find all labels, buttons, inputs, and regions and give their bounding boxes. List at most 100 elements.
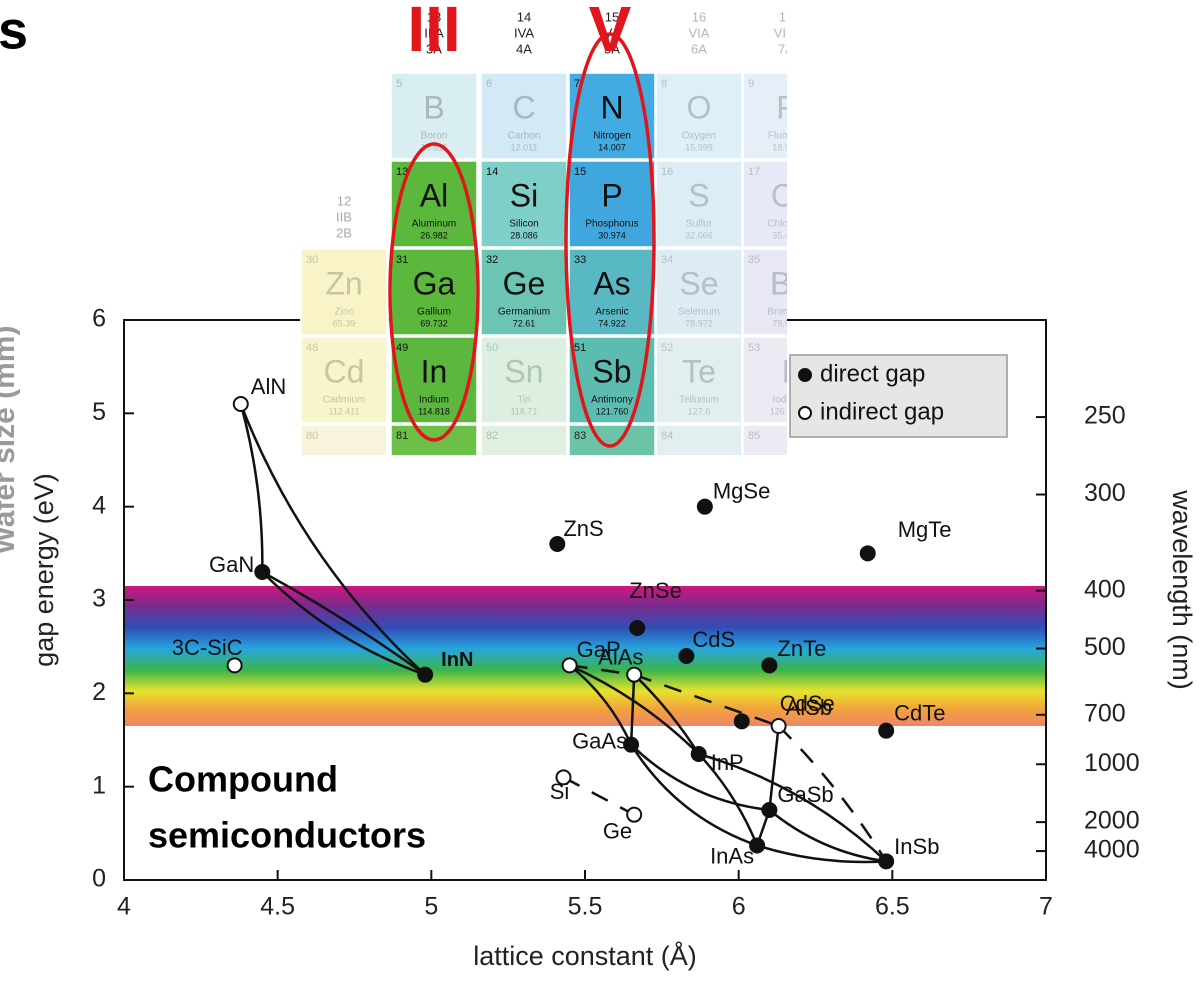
atomic-number: 15 xyxy=(574,166,586,178)
element-name: Boron xyxy=(421,131,448,142)
point-label: Ge xyxy=(603,818,632,843)
element-name: Tin xyxy=(517,395,531,406)
alloy-curve xyxy=(568,664,633,746)
atomic-mass: 127.6 xyxy=(688,406,711,416)
element-cell xyxy=(480,72,568,160)
atomic-mass: 72.61 xyxy=(513,318,536,328)
element-name: Iodine xyxy=(772,395,800,406)
element-symbol: Sb xyxy=(592,353,631,389)
visible-band xyxy=(124,586,1046,726)
alloy-curve xyxy=(698,752,888,863)
point-label: InN xyxy=(441,649,473,671)
point-label: CdTe xyxy=(894,700,945,725)
atomic-mass: 32.066 xyxy=(685,230,713,240)
group-header: 5A xyxy=(604,41,620,56)
element-name: Sulfur xyxy=(686,219,713,230)
element-cell xyxy=(742,160,787,248)
element-cell xyxy=(742,424,787,455)
point-label: GaP xyxy=(577,637,621,662)
atomic-mass: 12.011 xyxy=(511,142,538,152)
atomic-number: 35 xyxy=(748,254,760,266)
group-header: IVA xyxy=(514,25,534,40)
element-symbol: Se xyxy=(679,265,718,301)
element-cell xyxy=(655,336,743,424)
atomic-number: 6 xyxy=(486,78,492,90)
atomic-mass: 15.999 xyxy=(685,142,713,152)
direct-gap-point xyxy=(878,722,895,739)
y2-tick-label: 400 xyxy=(1084,575,1126,603)
legend-marker xyxy=(798,368,812,382)
x-tick-label: 4 xyxy=(117,893,131,921)
element-symbol: N xyxy=(600,89,623,125)
point-label: InAs xyxy=(710,843,754,868)
x-tick-label: 6.5 xyxy=(875,893,910,921)
element-cell xyxy=(480,336,568,424)
direct-gap-point xyxy=(761,657,778,674)
y-tick-label: 3 xyxy=(92,585,106,613)
point-label: ZnS xyxy=(563,516,603,541)
element-cell xyxy=(742,248,787,336)
atomic-number: 34 xyxy=(661,254,673,266)
element-name: Zinc xyxy=(335,307,354,318)
alloy-curve xyxy=(261,571,426,676)
alloy-curve xyxy=(768,725,780,811)
y-axis-label: gap energy (eV) xyxy=(29,473,59,667)
atomic-mass: 10.811 xyxy=(421,142,448,152)
element-name: Silicon xyxy=(509,219,538,230)
annotation: Compound xyxy=(148,759,338,800)
point-label: InSb xyxy=(894,834,939,859)
direct-gap-point xyxy=(549,536,566,552)
atomic-mass: 118.71 xyxy=(511,406,538,416)
atomic-mass: 79.904 xyxy=(772,318,800,328)
point-label: ZnSe xyxy=(629,578,682,603)
atomic-number: 31 xyxy=(396,254,408,266)
element-name: Phosphorus xyxy=(585,219,638,230)
atomic-mass: 112.411 xyxy=(328,406,359,416)
atomic-number: 5 xyxy=(396,78,402,90)
atomic-mass: 14.007 xyxy=(598,142,626,152)
side-label: Wafer size (mm) xyxy=(0,326,21,555)
point-label: MgTe xyxy=(898,517,952,542)
element-name: Selenium xyxy=(678,307,720,318)
direct-gap-point xyxy=(254,564,271,580)
y2-tick-label: 2000 xyxy=(1084,807,1140,835)
alloy-curve xyxy=(697,753,759,846)
element-cell xyxy=(300,248,388,336)
x-tick-label: 6 xyxy=(732,893,746,921)
group-header: 2B xyxy=(336,225,352,240)
element-name: Antimony xyxy=(591,395,633,406)
atomic-number: 82 xyxy=(486,430,498,442)
group-header: 15 xyxy=(605,9,619,24)
atomic-number: 83 xyxy=(574,430,586,442)
element-symbol: Si xyxy=(510,177,538,213)
indirect-gap-point xyxy=(561,657,578,674)
x-tick-label: 5 xyxy=(424,893,438,921)
point-label: CdSe xyxy=(780,691,835,716)
element-symbol: Ge xyxy=(503,265,546,301)
element-cell xyxy=(742,336,787,424)
direct-gap-point xyxy=(678,648,695,664)
atomic-number: 50 xyxy=(486,342,498,354)
atomic-number: 84 xyxy=(661,430,673,442)
element-symbol: Zn xyxy=(325,265,362,301)
atomic-number: 13 xyxy=(396,166,408,178)
atomic-mass: 74.922 xyxy=(598,318,626,328)
y2-tick-label: 500 xyxy=(1084,633,1126,661)
alloy-curve xyxy=(633,673,780,728)
element-symbol: Al xyxy=(420,177,448,213)
y2-axis-label: wavelength (nm) xyxy=(1167,489,1197,690)
group-header: 12 xyxy=(337,193,351,208)
alloy-curve xyxy=(239,403,427,676)
point-label: AlAs xyxy=(598,644,643,669)
group-header: 13 xyxy=(427,9,441,24)
legend-label: direct gap xyxy=(820,360,925,387)
group-header: 17 xyxy=(779,9,793,24)
atomic-number: 85 xyxy=(748,430,760,442)
y-tick-label: 0 xyxy=(92,865,106,893)
group-header: 16 xyxy=(692,9,706,24)
atomic-number: 30 xyxy=(306,254,318,266)
alloy-curve xyxy=(569,664,700,755)
element-symbol: Br xyxy=(770,265,802,301)
y2-tick-label: 4000 xyxy=(1084,836,1140,864)
element-symbol: Cd xyxy=(324,353,365,389)
